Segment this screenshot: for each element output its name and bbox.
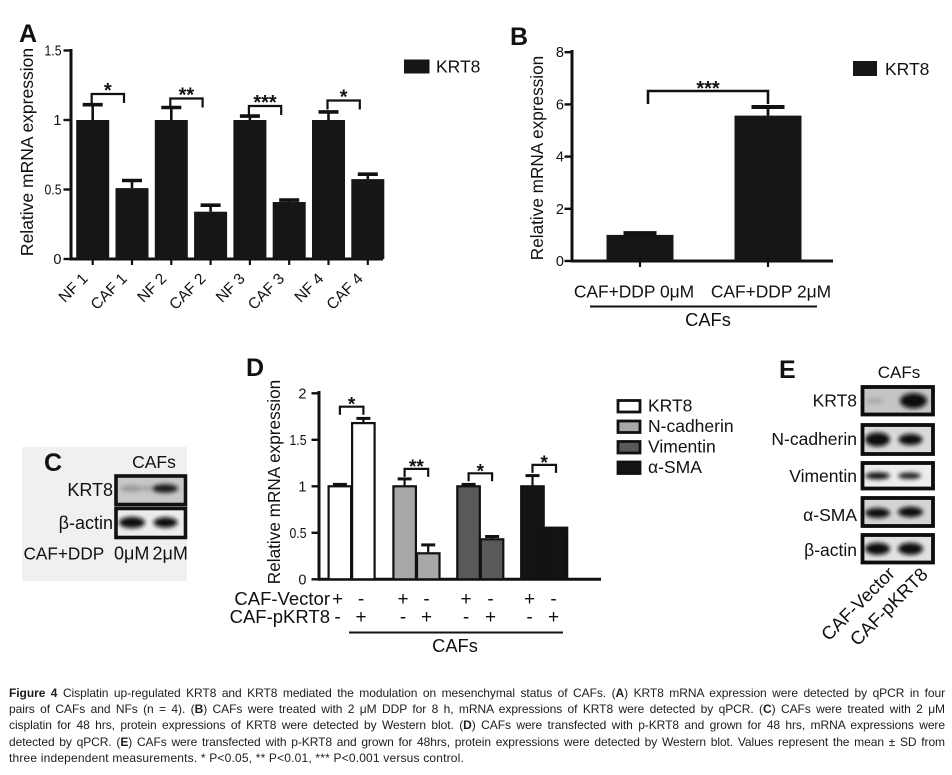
svg-text:KRT8: KRT8 — [648, 396, 692, 416]
svg-text:KRT8: KRT8 — [67, 480, 113, 500]
svg-text:-: - — [400, 607, 406, 628]
svg-text:+: + — [397, 589, 408, 610]
svg-text:KRT8: KRT8 — [813, 391, 857, 411]
svg-text:1: 1 — [298, 479, 306, 495]
svg-text:*: * — [540, 453, 548, 474]
svg-text:NF 2: NF 2 — [134, 270, 170, 306]
svg-text:6: 6 — [556, 97, 564, 113]
svg-text:*: * — [104, 80, 112, 102]
svg-text:NF 3: NF 3 — [213, 270, 249, 306]
svg-text:α-SMA: α-SMA — [803, 505, 857, 525]
svg-text:NF 1: NF 1 — [56, 270, 92, 306]
svg-text:**: ** — [179, 85, 195, 107]
svg-text:***: *** — [696, 78, 720, 100]
svg-text:-: - — [487, 589, 493, 610]
svg-text:N-cadherin: N-cadherin — [771, 429, 857, 449]
svg-text:CAF+DDP 0μM: CAF+DDP 0μM — [574, 282, 694, 302]
svg-text:Vimentin: Vimentin — [648, 437, 716, 457]
svg-text:+: + — [524, 589, 535, 610]
svg-text:CAFs: CAFs — [132, 452, 176, 472]
svg-text:1: 1 — [53, 113, 61, 129]
svg-text:-: - — [463, 607, 469, 628]
svg-text:E: E — [779, 356, 796, 384]
svg-text:2: 2 — [298, 386, 306, 402]
svg-text:D: D — [246, 354, 264, 382]
svg-text:+: + — [421, 607, 432, 628]
svg-text:A: A — [19, 20, 37, 48]
svg-text:CAF 2: CAF 2 — [166, 270, 209, 313]
svg-text:-: - — [358, 589, 364, 610]
svg-text:KRT8: KRT8 — [885, 59, 929, 79]
svg-text:CAF-pKRT8: CAF-pKRT8 — [230, 606, 330, 627]
svg-text:CAF 1: CAF 1 — [88, 270, 131, 313]
svg-text:0μM: 0μM — [114, 544, 149, 564]
svg-text:+: + — [548, 607, 559, 628]
svg-text:-: - — [550, 589, 556, 610]
svg-text:β-actin: β-actin — [59, 513, 113, 533]
svg-text:Relative mRNA expression: Relative mRNA expression — [17, 48, 37, 256]
svg-text:β-actin: β-actin — [804, 540, 857, 560]
svg-text:+: + — [460, 589, 471, 610]
svg-text:N-cadherin: N-cadherin — [648, 416, 734, 436]
svg-text:C: C — [44, 449, 62, 477]
svg-text:CAF-Vector: CAF-Vector — [234, 588, 330, 609]
svg-text:*: * — [348, 395, 356, 416]
svg-text:2: 2 — [556, 202, 564, 218]
svg-text:Relative mRNA expression: Relative mRNA expression — [527, 56, 547, 260]
svg-text:0.5: 0.5 — [45, 183, 62, 199]
svg-text:CAF+DDP 2μM: CAF+DDP 2μM — [711, 282, 831, 302]
svg-text:**: ** — [409, 457, 424, 478]
svg-text:1.5: 1.5 — [45, 44, 62, 60]
svg-text:+: + — [485, 607, 496, 628]
svg-text:KRT8: KRT8 — [436, 57, 480, 77]
svg-text:0: 0 — [298, 572, 306, 588]
svg-text:CAFs: CAFs — [685, 309, 731, 330]
svg-text:*: * — [340, 87, 348, 109]
svg-text:CAF 3: CAF 3 — [245, 270, 288, 313]
svg-text:0: 0 — [556, 254, 564, 270]
svg-text:CAF 4: CAF 4 — [324, 270, 367, 313]
svg-text:B: B — [510, 23, 528, 51]
svg-text:CAF+DDP: CAF+DDP — [24, 544, 105, 564]
svg-text:CAFs: CAFs — [432, 635, 478, 656]
svg-text:+: + — [355, 607, 366, 628]
svg-text:-: - — [526, 607, 532, 628]
svg-text:-: - — [334, 607, 340, 628]
svg-text:4: 4 — [556, 150, 564, 166]
svg-text:***: *** — [253, 92, 277, 114]
svg-text:Relative mRNA expression: Relative mRNA expression — [264, 380, 284, 584]
svg-text:2μM: 2μM — [153, 544, 188, 564]
svg-text:0: 0 — [53, 252, 61, 268]
svg-text:+: + — [332, 589, 343, 610]
svg-text:-: - — [423, 589, 429, 610]
svg-text:0.5: 0.5 — [290, 526, 307, 542]
svg-text:α-SMA: α-SMA — [648, 457, 702, 477]
svg-text:CAFs: CAFs — [878, 363, 921, 382]
svg-text:8: 8 — [556, 45, 564, 61]
svg-text:1.5: 1.5 — [290, 433, 307, 449]
svg-text:Vimentin: Vimentin — [789, 466, 857, 486]
svg-text:*: * — [477, 461, 485, 482]
svg-text:NF 4: NF 4 — [292, 270, 328, 306]
